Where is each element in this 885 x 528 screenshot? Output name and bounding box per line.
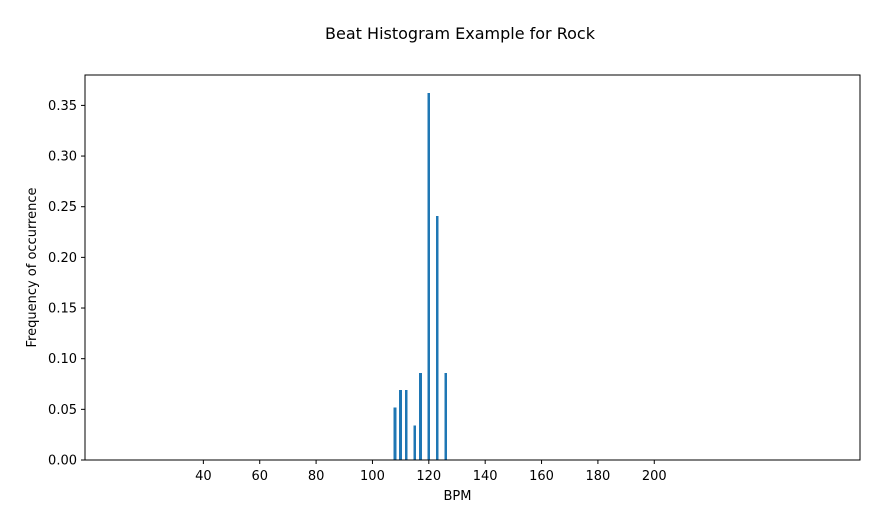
y-tick-label: 0.30 (48, 150, 77, 165)
bar-bpm-123 (435, 215, 439, 460)
y-axis-label: Frequency of occurrence (25, 187, 40, 347)
y-tick-label: 0.15 (48, 302, 77, 317)
bar-bpm-108 (393, 407, 397, 460)
x-tick-label: 160 (529, 469, 554, 484)
bar-bpm-117 (418, 372, 422, 460)
x-tick-label: 80 (308, 469, 325, 484)
chart-title: Beat Histogram Example for Rock (325, 24, 596, 43)
y-tick-label: 0.35 (48, 99, 77, 114)
bar-bpm-112 (404, 390, 408, 460)
bar-bpm-120 (427, 93, 431, 461)
x-axis-ticks: 40 60 80 100 120 140 160 180 200 (195, 460, 667, 484)
y-tick-label: 0.00 (48, 454, 77, 469)
y-axis-ticks: 0.00 0.05 0.10 0.15 0.20 0.25 0.30 0.35 (48, 99, 85, 469)
bars-group (393, 93, 448, 461)
x-tick-label: 180 (585, 469, 610, 484)
x-tick-label: 40 (195, 469, 212, 484)
bar-bpm-110 (399, 390, 403, 460)
y-tick-label: 0.25 (48, 200, 77, 215)
x-tick-label: 200 (642, 469, 667, 484)
y-tick-label: 0.10 (48, 352, 77, 367)
bar-bpm-115 (413, 425, 417, 460)
plot-frame (84, 74, 861, 461)
x-tick-label: 100 (360, 469, 385, 484)
x-tick-label: 140 (473, 469, 498, 484)
bar-bpm-126 (444, 372, 448, 460)
x-tick-label: 120 (416, 469, 441, 484)
x-tick-label: 60 (251, 469, 268, 484)
y-tick-label: 0.05 (48, 403, 77, 418)
x-axis-label: BPM (444, 489, 472, 504)
y-tick-label: 0.20 (48, 251, 77, 266)
